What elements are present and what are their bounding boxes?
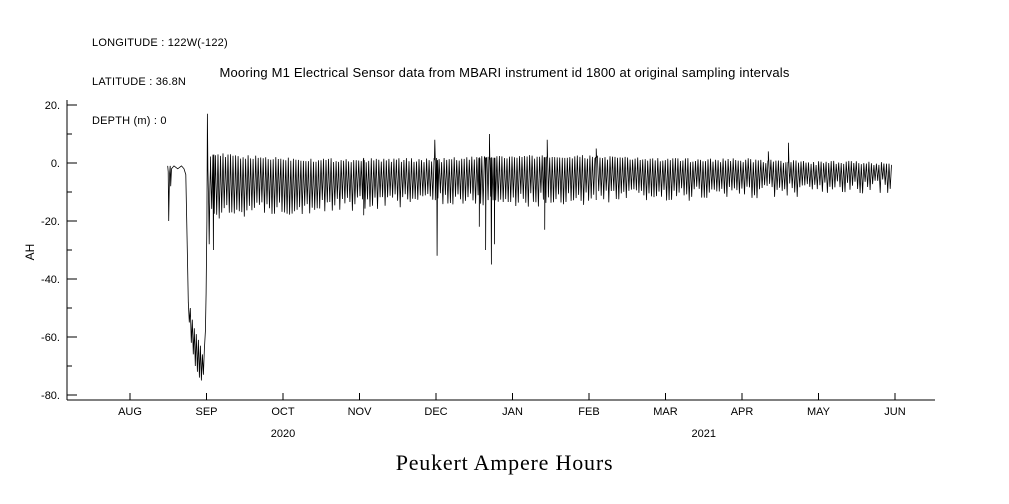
chart-title: Mooring M1 Electrical Sensor data from M…: [219, 65, 790, 80]
month-label: JAN: [502, 406, 523, 418]
month-label: OCT: [271, 406, 295, 418]
month-label: MAR: [653, 406, 678, 418]
y-tick-label: 20.: [45, 100, 60, 112]
month-label: SEP: [195, 406, 217, 418]
y-tick-label: 0.: [51, 158, 60, 170]
y-tick-label: -60.: [41, 332, 60, 344]
header-metadata: LONGITUDE : 122W(-122) LATITUDE : 36.8N …: [92, 11, 228, 154]
y-tick-label: -20.: [41, 216, 60, 228]
longitude-label: LONGITUDE : 122W(-122): [92, 37, 228, 49]
month-label: APR: [731, 406, 754, 418]
figure-caption: Peukert Ampere Hours: [395, 450, 614, 475]
month-label: DEC: [424, 406, 447, 418]
month-label: AUG: [118, 406, 142, 418]
month-label: MAY: [807, 406, 831, 418]
y-axis-title: AH: [23, 244, 37, 261]
year-label: 2020: [271, 428, 295, 440]
month-label: FEB: [578, 406, 599, 418]
depth-label: DEPTH (m) : 0: [92, 115, 167, 127]
data-series-line: [167, 113, 892, 381]
month-label: JUN: [884, 406, 905, 418]
month-label: NOV: [348, 406, 373, 418]
y-tick-label: -40.: [41, 274, 60, 286]
y-tick-label: -80.: [41, 390, 60, 402]
year-label: 2021: [692, 428, 716, 440]
latitude-label: LATITUDE : 36.8N: [92, 76, 187, 88]
